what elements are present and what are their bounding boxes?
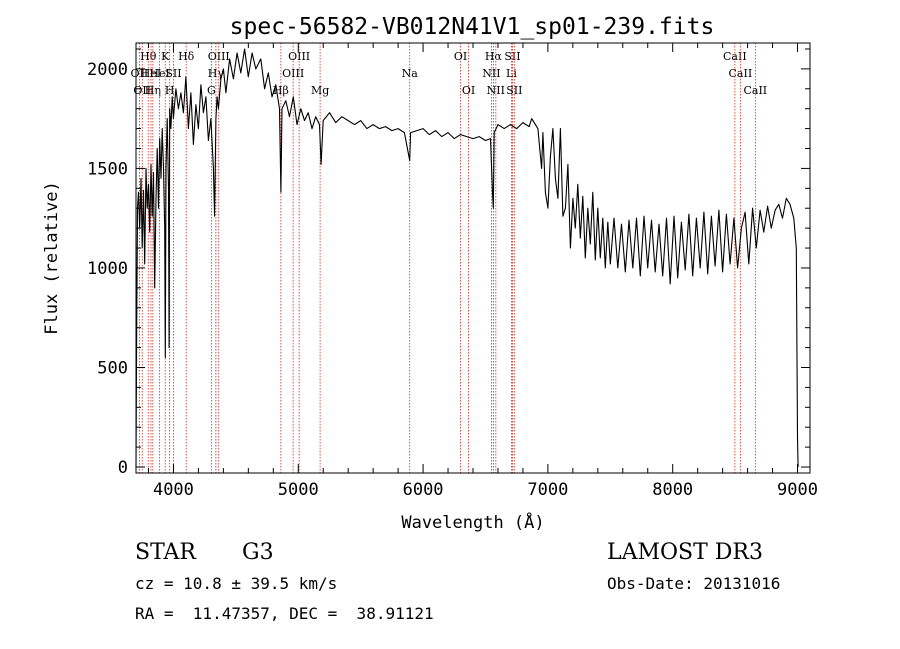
emission-line-label: Hη bbox=[145, 84, 161, 97]
y-tick-label: 500 bbox=[97, 358, 128, 378]
emission-line-label: HeI bbox=[141, 67, 161, 80]
emission-line-label: Hγ bbox=[208, 67, 225, 80]
emission-line-label: CaII bbox=[723, 50, 747, 63]
emission-line-label: Hα bbox=[485, 50, 503, 63]
x-tick-label: 4000 bbox=[153, 480, 194, 500]
y-tick-label: 0 bbox=[118, 458, 128, 478]
y-tick-label: 2000 bbox=[87, 60, 128, 80]
emission-line-label: OIII bbox=[288, 50, 310, 63]
x-tick-label: 7000 bbox=[527, 480, 568, 500]
emission-line-label: H bbox=[165, 84, 175, 97]
emission-line-label: OI bbox=[454, 50, 467, 63]
x-axis-label: Wavelength (Å) bbox=[401, 511, 544, 533]
emission-line-label: OIII bbox=[208, 50, 230, 63]
emission-line-label: G bbox=[207, 84, 216, 97]
emission-line-label: SII bbox=[506, 84, 522, 97]
emission-line-label: CaII bbox=[729, 67, 753, 80]
emission-line-label: Li bbox=[506, 67, 517, 80]
x-axis: 4000 5000 6000 7000 8000 9000 bbox=[147, 43, 818, 500]
emission-line-label: Mg bbox=[311, 84, 329, 97]
emission-line-label: CaII bbox=[743, 84, 767, 97]
emission-line-label: Hθ bbox=[140, 50, 157, 63]
emission-line-label: OII bbox=[133, 84, 151, 97]
chart-title: spec-56582-VB012N41V1_sp01-239.fits bbox=[230, 14, 715, 40]
emission-line-label: OIII bbox=[282, 67, 304, 80]
obs-date-text: Obs-Date: 20131016 bbox=[607, 574, 781, 593]
plot-frame bbox=[135, 42, 811, 474]
y-axis-label: Flux (relative) bbox=[42, 181, 62, 335]
emission-line-label: OII bbox=[131, 67, 149, 80]
x-tick-label: 5000 bbox=[278, 480, 319, 500]
emission-line-label: NII bbox=[482, 67, 500, 80]
spectrum-series bbox=[135, 48, 799, 468]
emission-line-label: SII bbox=[165, 67, 181, 80]
redshift-text: cz = 10.8 ± 39.5 km/s bbox=[135, 574, 338, 593]
y-tick-label: 1500 bbox=[87, 159, 128, 179]
coordinates-text: RA = 11.47357, DEC = 38.91121 bbox=[135, 604, 434, 623]
x-tick-label: 6000 bbox=[403, 480, 444, 500]
emission-line-label: Hδ bbox=[178, 50, 195, 63]
emission-line-label: K bbox=[161, 50, 170, 63]
x-tick-label: 8000 bbox=[652, 480, 693, 500]
survey-name: LAMOST DR3 bbox=[607, 540, 763, 565]
emission-line-label: OI bbox=[462, 84, 475, 97]
x-tick-label: 9000 bbox=[777, 480, 818, 500]
y-axis: 0 500 1000 1500 2000 bbox=[87, 48, 810, 478]
object-class: STAR bbox=[135, 540, 196, 565]
emission-line-label: SII bbox=[504, 50, 520, 63]
emission-line-label: HeI bbox=[149, 67, 169, 80]
emission-line-label: Na bbox=[402, 67, 419, 80]
emission-line-label: NII bbox=[487, 84, 505, 97]
y-tick-label: 1000 bbox=[87, 259, 128, 279]
line-marker-layer: OIIOIIHθHeIHηHeIKHSIIHδGHγOIIIHβOIIIOIII… bbox=[131, 43, 767, 473]
object-subclass: G3 bbox=[242, 540, 274, 565]
